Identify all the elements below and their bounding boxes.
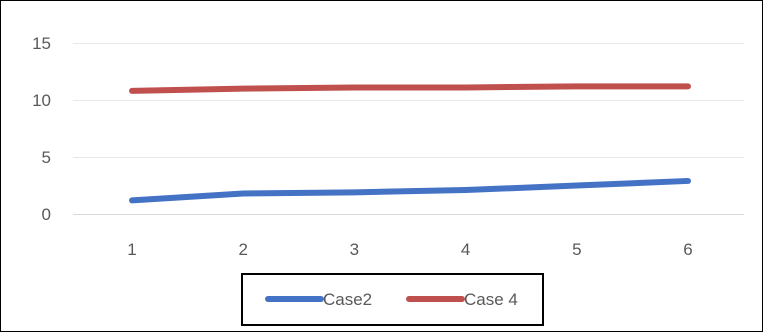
- legend: Case2 Case 4: [241, 273, 544, 326]
- y-tick-label: 5: [42, 148, 51, 167]
- legend-label-case-4: Case 4: [464, 290, 518, 309]
- y-tick-label: 15: [32, 34, 51, 53]
- y-tick-label: 10: [32, 91, 51, 110]
- x-tick-label: 6: [683, 240, 692, 259]
- x-tick-label: 4: [461, 240, 470, 259]
- x-tick-label: 1: [127, 240, 136, 259]
- y-axis-tick-labels: 0 5 10 15: [32, 34, 51, 224]
- x-axis-tick-labels: 1 2 3 4 5 6: [127, 240, 692, 259]
- x-tick-label: 3: [350, 240, 359, 259]
- series-line-case2: [129, 177, 691, 204]
- legend-label-case2: Case2: [323, 290, 372, 309]
- gridlines: [73, 43, 744, 215]
- series-line-case-4: [129, 83, 691, 94]
- x-tick-label: 2: [238, 240, 247, 259]
- x-tick-label: 5: [572, 240, 581, 259]
- y-tick-label: 0: [42, 205, 51, 224]
- series-lines: [129, 83, 691, 204]
